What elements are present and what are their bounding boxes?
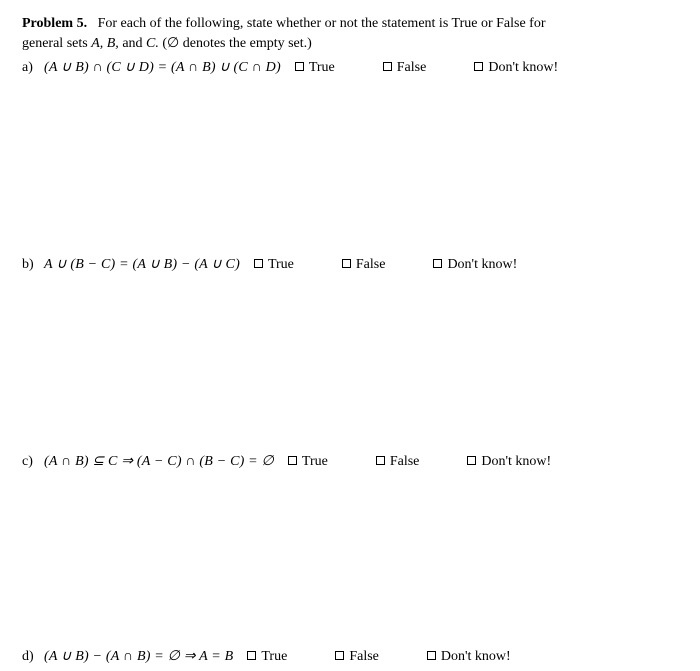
spacer — [22, 273, 678, 447]
option-dontknow-label: Don't know! — [481, 454, 551, 470]
option-d-false[interactable]: False — [335, 649, 379, 665]
option-false-label: False — [390, 454, 420, 470]
option-dontknow-label: Don't know! — [441, 649, 511, 665]
option-false-label: False — [397, 60, 427, 76]
option-b-false[interactable]: False — [342, 257, 386, 273]
intro-and: and — [119, 36, 146, 51]
intro-line1: For each of the following, state whether… — [91, 16, 546, 31]
option-true-label: True — [268, 257, 294, 273]
question-c-options: True False Don't know! — [288, 454, 551, 470]
question-d-options: True False Don't know! — [247, 649, 510, 665]
intro-sets: A, B, — [91, 36, 119, 51]
question-c-label: c) — [22, 454, 44, 470]
intro-c: C. — [146, 36, 159, 51]
intro-paren: (∅ denotes the empty set.) — [159, 36, 312, 51]
question-c: c) (A ∩ B) ⊆ C ⇒ (A − C) ∩ (B − C) = ∅ T… — [22, 453, 678, 470]
checkbox-icon — [433, 259, 442, 268]
option-true-label: True — [309, 60, 335, 76]
question-a-expr: (A ∪ B) ∩ (C ∪ D) = (A ∩ B) ∪ (C ∩ D) — [44, 59, 281, 76]
checkbox-icon — [467, 456, 476, 465]
question-b-options: True False Don't know! — [254, 257, 517, 273]
question-a: a) (A ∪ B) ∩ (C ∪ D) = (A ∩ B) ∪ (C ∩ D)… — [22, 59, 678, 76]
option-c-false[interactable]: False — [376, 454, 420, 470]
checkbox-icon — [295, 62, 304, 71]
option-b-dontknow[interactable]: Don't know! — [433, 257, 517, 273]
option-b-true[interactable]: True — [254, 257, 294, 273]
option-a-dontknow[interactable]: Don't know! — [474, 60, 558, 76]
option-d-true[interactable]: True — [247, 649, 287, 665]
checkbox-icon — [335, 651, 344, 660]
problem-header: Problem 5. For each of the following, st… — [22, 14, 678, 53]
checkbox-icon — [383, 62, 392, 71]
problem-title: Problem 5. — [22, 16, 87, 31]
option-dontknow-label: Don't know! — [488, 60, 558, 76]
option-false-label: False — [356, 257, 386, 273]
question-c-expr: (A ∩ B) ⊆ C ⇒ (A − C) ∩ (B − C) = ∅ — [44, 453, 274, 470]
option-true-label: True — [261, 649, 287, 665]
intro-text-1: For each of the following, state whether… — [98, 16, 546, 31]
intro-prefix: general sets — [22, 36, 91, 51]
spacer — [22, 470, 678, 642]
option-true-label: True — [302, 454, 328, 470]
intro-line2: general sets A, B, and C. (∅ denotes the… — [22, 34, 678, 54]
checkbox-icon — [288, 456, 297, 465]
question-b-label: b) — [22, 257, 44, 273]
option-a-false[interactable]: False — [383, 60, 427, 76]
option-c-dontknow[interactable]: Don't know! — [467, 454, 551, 470]
question-a-label: a) — [22, 60, 44, 76]
question-d-label: d) — [22, 649, 44, 665]
question-d: d) (A ∪ B) − (A ∩ B) = ∅ ⇒ A = B True Fa… — [22, 648, 678, 665]
question-d-expr: (A ∪ B) − (A ∩ B) = ∅ ⇒ A = B — [44, 648, 233, 665]
question-b-expr: A ∪ (B − C) = (A ∪ B) − (A ∪ C) — [44, 256, 240, 273]
checkbox-icon — [474, 62, 483, 71]
option-false-label: False — [349, 649, 379, 665]
option-d-dontknow[interactable]: Don't know! — [427, 649, 511, 665]
spacer — [22, 76, 678, 250]
checkbox-icon — [342, 259, 351, 268]
option-a-true[interactable]: True — [295, 60, 335, 76]
checkbox-icon — [247, 651, 256, 660]
checkbox-icon — [427, 651, 436, 660]
checkbox-icon — [254, 259, 263, 268]
option-c-true[interactable]: True — [288, 454, 328, 470]
question-a-options: True False Don't know! — [295, 60, 558, 76]
option-dontknow-label: Don't know! — [447, 257, 517, 273]
question-b: b) A ∪ (B − C) = (A ∪ B) − (A ∪ C) True … — [22, 256, 678, 273]
checkbox-icon — [376, 456, 385, 465]
